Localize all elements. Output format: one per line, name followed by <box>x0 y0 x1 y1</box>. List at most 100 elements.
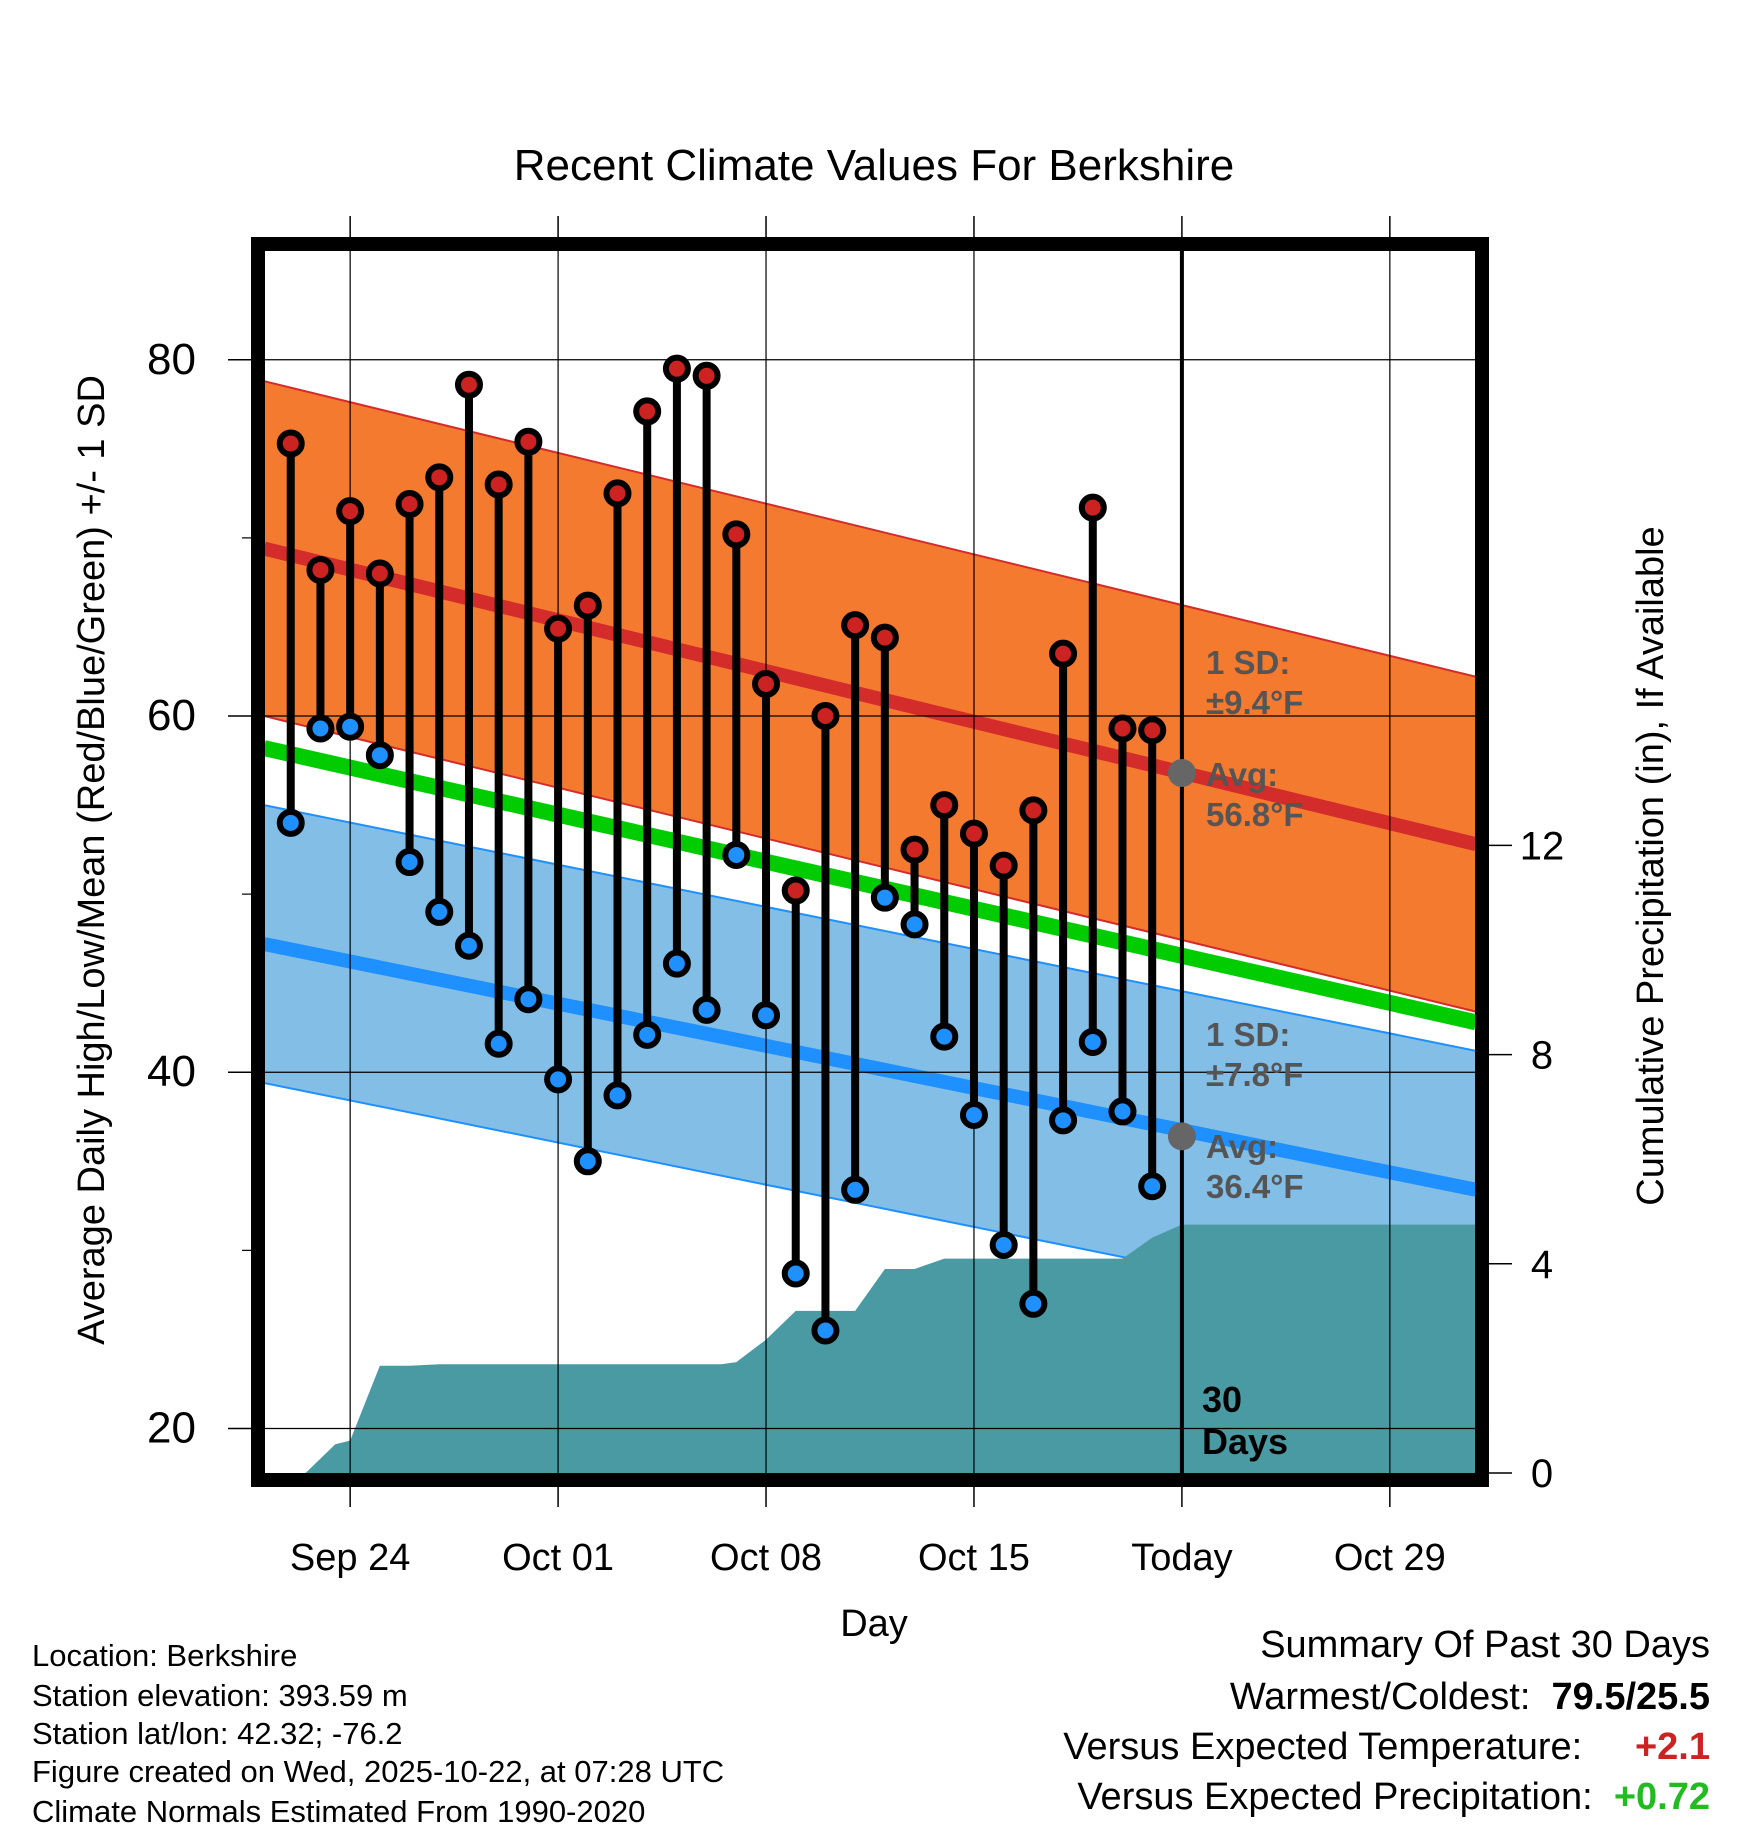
daily-low-point <box>752 1001 781 1030</box>
daily-low-point <box>454 931 483 960</box>
daily-low-point <box>989 1231 1018 1260</box>
daily-high-point <box>930 791 959 820</box>
daily-high-point <box>633 397 662 426</box>
daily-low-point <box>365 741 394 770</box>
daily-high-point <box>276 429 305 458</box>
daily-low-point <box>662 949 691 978</box>
low-avg-marker <box>1167 1122 1196 1151</box>
daily-low-point <box>1078 1027 1107 1056</box>
summary-precip-label: Versus Expected Precipitation: <box>1077 1776 1593 1818</box>
daily-low-point <box>870 883 899 912</box>
daily-high-point <box>544 614 573 643</box>
daily-low-point <box>781 1259 810 1288</box>
x-tick-label: Oct 08 <box>710 1537 822 1579</box>
y-tick-label: 60 <box>147 691 196 740</box>
daily-high-point <box>692 361 721 390</box>
daily-high-point <box>1138 716 1167 745</box>
low-sd-label: 1 SD: <box>1206 1016 1290 1053</box>
daily-high-point <box>662 354 691 383</box>
daily-low-point <box>900 910 929 939</box>
daily-low-point <box>1108 1097 1137 1126</box>
summary-temperature: Versus Expected Temperature: +2.1 <box>1063 1728 1710 1766</box>
daily-high-point <box>1049 639 1078 668</box>
daily-high-point <box>306 555 335 584</box>
daily-low-point <box>1019 1289 1048 1318</box>
footer-latlon: Station lat/lon: 42.32; -76.2 <box>32 1716 403 1751</box>
daily-high-point <box>811 702 840 731</box>
daily-high-point <box>454 370 483 399</box>
x-tick-label: Today <box>1131 1537 1232 1579</box>
precip-area <box>275 1224 1476 1473</box>
footer-created: Figure created on Wed, 2025-10-22, at 07… <box>32 1754 725 1789</box>
daily-low-point <box>1138 1172 1167 1201</box>
x-tick-label: Oct 01 <box>502 1537 614 1579</box>
low-avg-value: 36.4°F <box>1206 1168 1304 1205</box>
high-avg-marker <box>1167 759 1196 788</box>
summary-temp-value: +2.1 <box>1634 1726 1710 1768</box>
daily-high-point <box>722 520 751 549</box>
daily-low-point <box>692 995 721 1024</box>
y2-tick-label: 12 <box>1520 824 1565 868</box>
y2-tick-label: 0 <box>1531 1452 1553 1496</box>
y-tick-label: 80 <box>147 335 196 384</box>
daily-low-point <box>336 712 365 741</box>
low-sd-value: ±7.8°F <box>1206 1056 1303 1093</box>
daily-high-point <box>514 427 543 456</box>
x-tick-label: Oct 29 <box>1334 1537 1446 1579</box>
daily-low-point <box>633 1020 662 1049</box>
high-avg-value: 56.8°F <box>1206 796 1304 833</box>
daily-low-point <box>1049 1106 1078 1135</box>
daily-low-point <box>425 897 454 926</box>
footer-normals: Climate Normals Estimated From 1990-2020 <box>32 1794 646 1829</box>
days-label-count: 30 <box>1202 1379 1242 1420</box>
plot-frame <box>251 237 1489 1487</box>
summary-title: Summary Of Past 30 Days <box>1260 1624 1710 1666</box>
daily-high-point <box>959 819 988 848</box>
high-sd-label: 1 SD: <box>1206 644 1290 681</box>
x-tick-label: Oct 15 <box>918 1537 1030 1579</box>
daily-low-point <box>959 1100 988 1129</box>
daily-high-point <box>841 611 870 640</box>
x-tick-label: Sep 24 <box>290 1537 410 1579</box>
summary-precipitation: Versus Expected Precipitation: +0.72 <box>1077 1778 1710 1816</box>
y2-tick-label: 4 <box>1531 1243 1553 1287</box>
daily-low-point <box>484 1029 513 1058</box>
summary-warm-cold-value: 79.5/25.5 <box>1551 1676 1710 1718</box>
daily-high-point <box>1019 796 1048 825</box>
summary-warm-cold: Warmest/Coldest: 79.5/25.5 <box>1230 1678 1710 1716</box>
summary-temp-label: Versus Expected Temperature: <box>1063 1726 1583 1768</box>
daily-high-point <box>573 591 602 620</box>
daily-high-point <box>484 470 513 499</box>
daily-high-point <box>395 490 424 519</box>
daily-low-point <box>930 1022 959 1051</box>
x-axis-title: Day <box>840 1603 908 1645</box>
daily-high-point <box>752 669 781 698</box>
y2-tick-label: 8 <box>1531 1034 1553 1078</box>
daily-low-point <box>841 1175 870 1204</box>
daily-high-point <box>900 835 929 864</box>
daily-low-point <box>811 1316 840 1345</box>
summary-warm-cold-label: Warmest/Coldest: <box>1229 1676 1531 1718</box>
daily-low-point <box>603 1081 632 1110</box>
daily-high-point <box>365 559 394 588</box>
normal-low-line <box>264 937 1476 1197</box>
y2-axis-title: Cumulative Precipitation (in), If Availa… <box>1630 526 1672 1205</box>
high-sd-value: ±9.4°F <box>1206 684 1303 721</box>
daily-low-point <box>544 1065 573 1094</box>
daily-high-point <box>336 497 365 526</box>
high-avg-label: Avg: <box>1206 756 1278 793</box>
footer-location: Location: Berkshire <box>32 1638 298 1673</box>
low-avg-label: Avg: <box>1206 1128 1278 1165</box>
daily-high-point <box>603 479 632 508</box>
daily-high-point <box>1078 493 1107 522</box>
daily-low-point <box>306 714 335 743</box>
daily-high-point <box>870 623 899 652</box>
daily-high-point <box>781 876 810 905</box>
days-label-unit: Days <box>1202 1421 1288 1462</box>
daily-low-point <box>722 840 751 869</box>
chart-title: Recent Climate Values For Berkshire <box>514 141 1235 190</box>
y-tick-label: 20 <box>147 1403 196 1452</box>
daily-high-point <box>425 463 454 492</box>
y-tick-label: 40 <box>147 1047 196 1096</box>
summary-precip-value: +0.72 <box>1613 1776 1710 1818</box>
